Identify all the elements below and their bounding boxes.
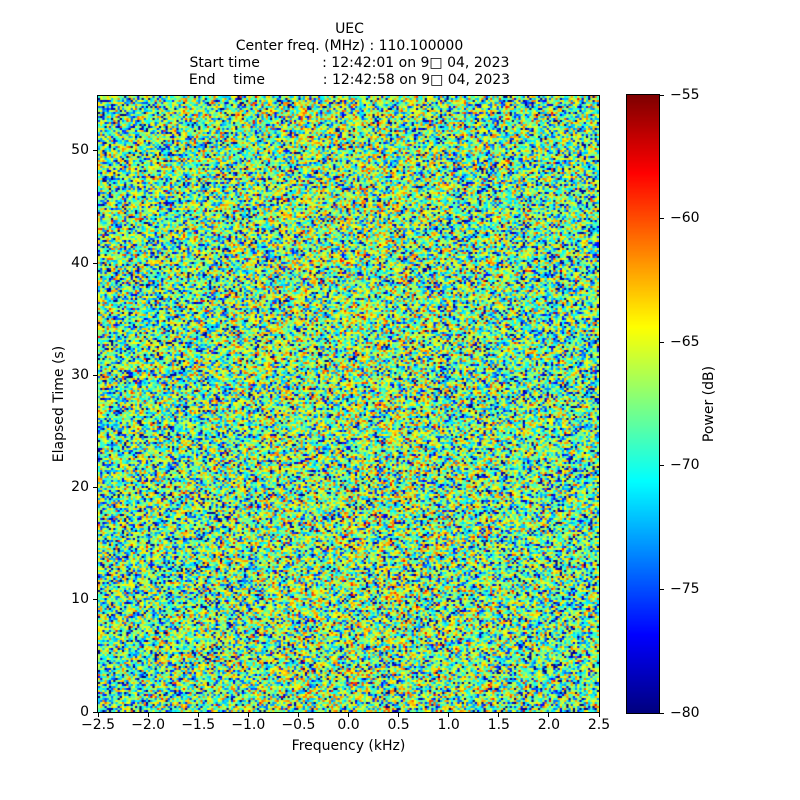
colorbar-gradient <box>627 95 659 713</box>
colorbar <box>626 94 660 714</box>
y-tick-label: 20 <box>71 479 89 496</box>
colorbar-tick <box>659 341 664 343</box>
y-tick <box>93 487 98 489</box>
x-tick <box>498 712 500 717</box>
y-axis-label: Elapsed Time (s) <box>51 345 67 463</box>
x-tick-label: −2.5 <box>81 717 115 733</box>
x-tick-label: −0.5 <box>281 717 316 733</box>
start-time-line: Start time : 12:42:01 on 9□ 04, 2023 <box>189 55 510 71</box>
colorbar-tick <box>659 465 664 467</box>
colorbar-tick-label: −80 <box>670 704 700 721</box>
x-axis-label: Frequency (kHz) <box>291 738 406 754</box>
x-tick <box>247 712 249 717</box>
title-block: UEC Center freq. (MHz) : 110.100000 Star… <box>98 21 601 89</box>
x-tick-label: 1.5 <box>487 717 510 733</box>
y-tick <box>93 374 98 376</box>
x-tick-label: 0.0 <box>337 717 360 733</box>
y-tick-label: 50 <box>71 142 89 159</box>
x-tick-label: −1.0 <box>231 717 266 733</box>
colorbar-label: Power (dB) <box>701 365 717 443</box>
colorbar-tick <box>659 588 664 590</box>
x-tick <box>197 712 199 717</box>
y-tick <box>93 150 98 152</box>
x-tick <box>147 712 149 717</box>
y-tick <box>93 711 98 713</box>
colorbar-tick-label: −60 <box>670 210 700 227</box>
colorbar-tick-label: −75 <box>670 580 700 597</box>
y-tick-label: 40 <box>71 254 89 271</box>
end-time-line: End time : 12:42:58 on 9□ 04, 2023 <box>188 72 511 88</box>
x-tick <box>548 712 550 717</box>
x-tick <box>398 712 400 717</box>
y-tick <box>93 262 98 264</box>
x-tick-label: 2.5 <box>587 717 611 733</box>
x-tick-label: 0.5 <box>387 717 410 733</box>
plot-title: UEC <box>335 21 364 37</box>
y-tick <box>93 599 98 601</box>
colorbar-tick <box>659 218 664 220</box>
colorbar-tick <box>659 712 664 714</box>
center-frequency-line: Center freq. (MHz) : 110.100000 <box>235 38 464 54</box>
y-tick-label: 10 <box>71 591 89 608</box>
y-tick-label: 30 <box>71 366 89 383</box>
x-tick-label: −2.0 <box>131 717 166 733</box>
x-tick <box>448 712 450 717</box>
x-tick-label: 2.0 <box>537 717 561 733</box>
x-tick-label: −1.5 <box>181 717 216 733</box>
x-tick <box>97 712 99 717</box>
colorbar-tick-label: −70 <box>670 457 700 474</box>
x-tick <box>598 712 600 717</box>
colorbar-tick-label: −65 <box>670 333 700 350</box>
y-tick-label: 0 <box>80 703 89 720</box>
spectrogram-image <box>98 96 599 712</box>
colorbar-tick <box>659 94 664 96</box>
plot-area <box>97 95 600 713</box>
x-tick-label: 1.0 <box>437 717 460 733</box>
x-tick <box>348 712 349 717</box>
x-tick <box>297 712 299 717</box>
colorbar-tick-label: −55 <box>670 86 700 103</box>
